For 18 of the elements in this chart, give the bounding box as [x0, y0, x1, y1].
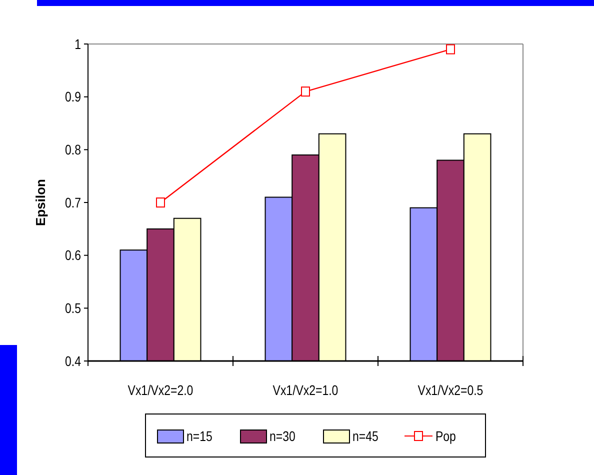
legend-label: n=45: [352, 428, 378, 444]
legend-label: Pop: [436, 428, 456, 444]
y-tick-label: 0.8: [65, 141, 81, 158]
point: [156, 198, 165, 208]
y-tick-label: 0.7: [65, 194, 81, 211]
x-tick-label: Vx1/Vx2=1.0: [272, 382, 338, 398]
y-tick-label: 0.9: [65, 88, 81, 106]
x-tick-label: Vx1/Vx2=0.5: [418, 382, 484, 398]
y-axis-title: Epsilon: [33, 178, 48, 226]
y-tick-label: 0.4: [65, 352, 81, 370]
y-tick-label: 1: [74, 36, 81, 52]
point: [446, 44, 455, 54]
y-tick-label: 0.6: [65, 247, 81, 264]
legend-label: n=30: [270, 428, 296, 444]
legend-label: n=15: [186, 428, 212, 444]
x-tick-label: Vx1/Vx2=2.0: [128, 382, 194, 398]
point: [301, 86, 310, 97]
y-tick-label: 0.5: [65, 300, 81, 316]
